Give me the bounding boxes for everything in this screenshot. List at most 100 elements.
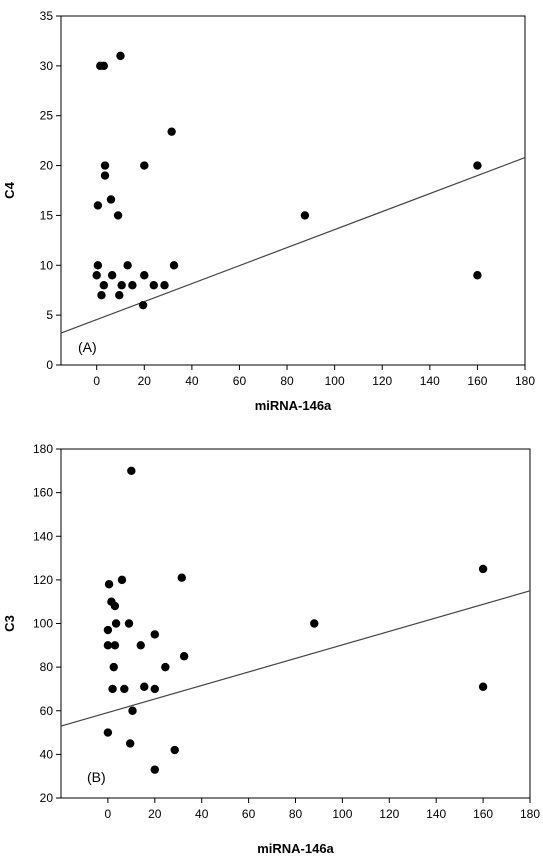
y-tick-label: 0: [46, 358, 53, 372]
data-point: [109, 662, 118, 672]
data-point: [177, 573, 186, 582]
data-point: [473, 161, 482, 170]
data-point: [138, 300, 148, 310]
data-point: [111, 619, 121, 628]
regression-line: [60, 590, 531, 727]
data-point: [128, 706, 137, 715]
data-point: [113, 211, 123, 220]
panel-label: (B): [87, 769, 106, 785]
data-point: [115, 291, 124, 300]
y-tick-label: 140: [33, 529, 53, 543]
data-point: [140, 682, 149, 691]
x-tick-label: 120: [379, 807, 399, 821]
data-point: [160, 281, 169, 290]
x-tick-label: 0: [93, 374, 100, 388]
data-point: [179, 652, 189, 661]
x-tick-label: 160: [467, 374, 487, 388]
data-point: [123, 261, 132, 270]
regression-line: [60, 157, 526, 334]
data-point: [140, 271, 149, 280]
x-axis-label: miRNA-146a: [255, 398, 332, 413]
y-tick-label: 25: [40, 109, 54, 123]
x-tick-label: 140: [420, 374, 440, 388]
x-tick-label: 40: [185, 374, 199, 388]
x-tick-label: 100: [332, 807, 352, 821]
data-point: [310, 619, 319, 628]
data-point: [124, 619, 134, 628]
x-tick-label: 80: [289, 807, 303, 821]
data-point: [170, 745, 179, 755]
data-point: [106, 195, 116, 204]
data-point: [161, 662, 170, 672]
x-tick-label: 80: [280, 374, 294, 388]
data-point: [167, 127, 176, 136]
y-tick-label: 120: [33, 573, 53, 587]
y-axis-label: C3: [2, 615, 17, 632]
data-point: [103, 641, 113, 650]
data-point: [127, 466, 136, 476]
data-point: [103, 625, 113, 635]
y-tick-label: 20: [40, 791, 54, 805]
x-tick-label: 180: [520, 807, 540, 821]
data-point: [92, 271, 101, 280]
y-tick-label: 60: [40, 704, 54, 718]
x-tick-label: 140: [426, 807, 446, 821]
data-point: [104, 580, 114, 589]
data-point: [99, 61, 109, 71]
data-point: [103, 728, 113, 737]
data-point: [473, 271, 482, 280]
chart-panel-2: 0 20 40 60 80 100 120 140 160 180 20 40 60 80 100 120 14…: [2, 442, 540, 856]
data-point: [169, 261, 179, 270]
x-tick-label: 120: [372, 374, 392, 388]
data-point: [110, 641, 120, 650]
data-point: [478, 682, 488, 691]
data-point: [150, 765, 159, 774]
data-point: [108, 684, 117, 694]
x-tick-label: 100: [325, 374, 345, 388]
data-point: [99, 281, 109, 290]
y-tick-label: 40: [40, 747, 54, 761]
x-tick-label: 60: [242, 807, 256, 821]
x-tick-label: 180: [515, 374, 535, 388]
y-tick-label: 5: [46, 308, 53, 322]
y-tick-label: 80: [40, 660, 54, 674]
y-tick-label: 35: [40, 9, 54, 23]
chart-panel-1: 0 20 40 60 80 100 120 140 160 180 0 5 10 15 20 25 30 35 mi…: [2, 9, 535, 413]
x-tick-label: 40: [195, 807, 209, 821]
data-point: [125, 739, 135, 748]
data-point: [150, 630, 159, 639]
data-point: [100, 171, 110, 180]
x-tick-label: 160: [473, 807, 493, 821]
data-point: [116, 51, 125, 61]
data-point: [136, 641, 145, 650]
y-tick-label: 30: [40, 59, 54, 73]
data-point: [93, 201, 103, 210]
x-tick-label: 20: [138, 374, 152, 388]
data-point: [117, 281, 126, 290]
data-point: [120, 684, 129, 694]
x-axis-label: miRNA-146a: [257, 841, 334, 856]
y-tick-label: 15: [40, 208, 54, 222]
data-point: [117, 575, 127, 585]
data-point: [97, 291, 106, 300]
data-point: [110, 601, 120, 611]
x-tick-label: 20: [148, 807, 162, 821]
data-point: [478, 564, 488, 574]
data-point: [300, 211, 310, 220]
data-point: [93, 261, 103, 270]
data-point: [107, 271, 117, 280]
y-axis-label: C4: [2, 181, 17, 198]
data-point: [150, 684, 159, 694]
x-tick-label: 60: [233, 374, 247, 388]
data-point: [149, 281, 158, 290]
plot-frame: [60, 15, 526, 366]
y-tick-label: 10: [40, 258, 54, 272]
y-tick-label: 20: [40, 159, 54, 173]
data-point: [140, 161, 149, 170]
y-tick-label: 180: [33, 442, 53, 456]
x-tick-label: 0: [105, 807, 112, 821]
y-tick-label: 160: [33, 486, 53, 500]
panel-label: (A): [78, 339, 97, 355]
y-tick-label: 100: [33, 617, 53, 631]
